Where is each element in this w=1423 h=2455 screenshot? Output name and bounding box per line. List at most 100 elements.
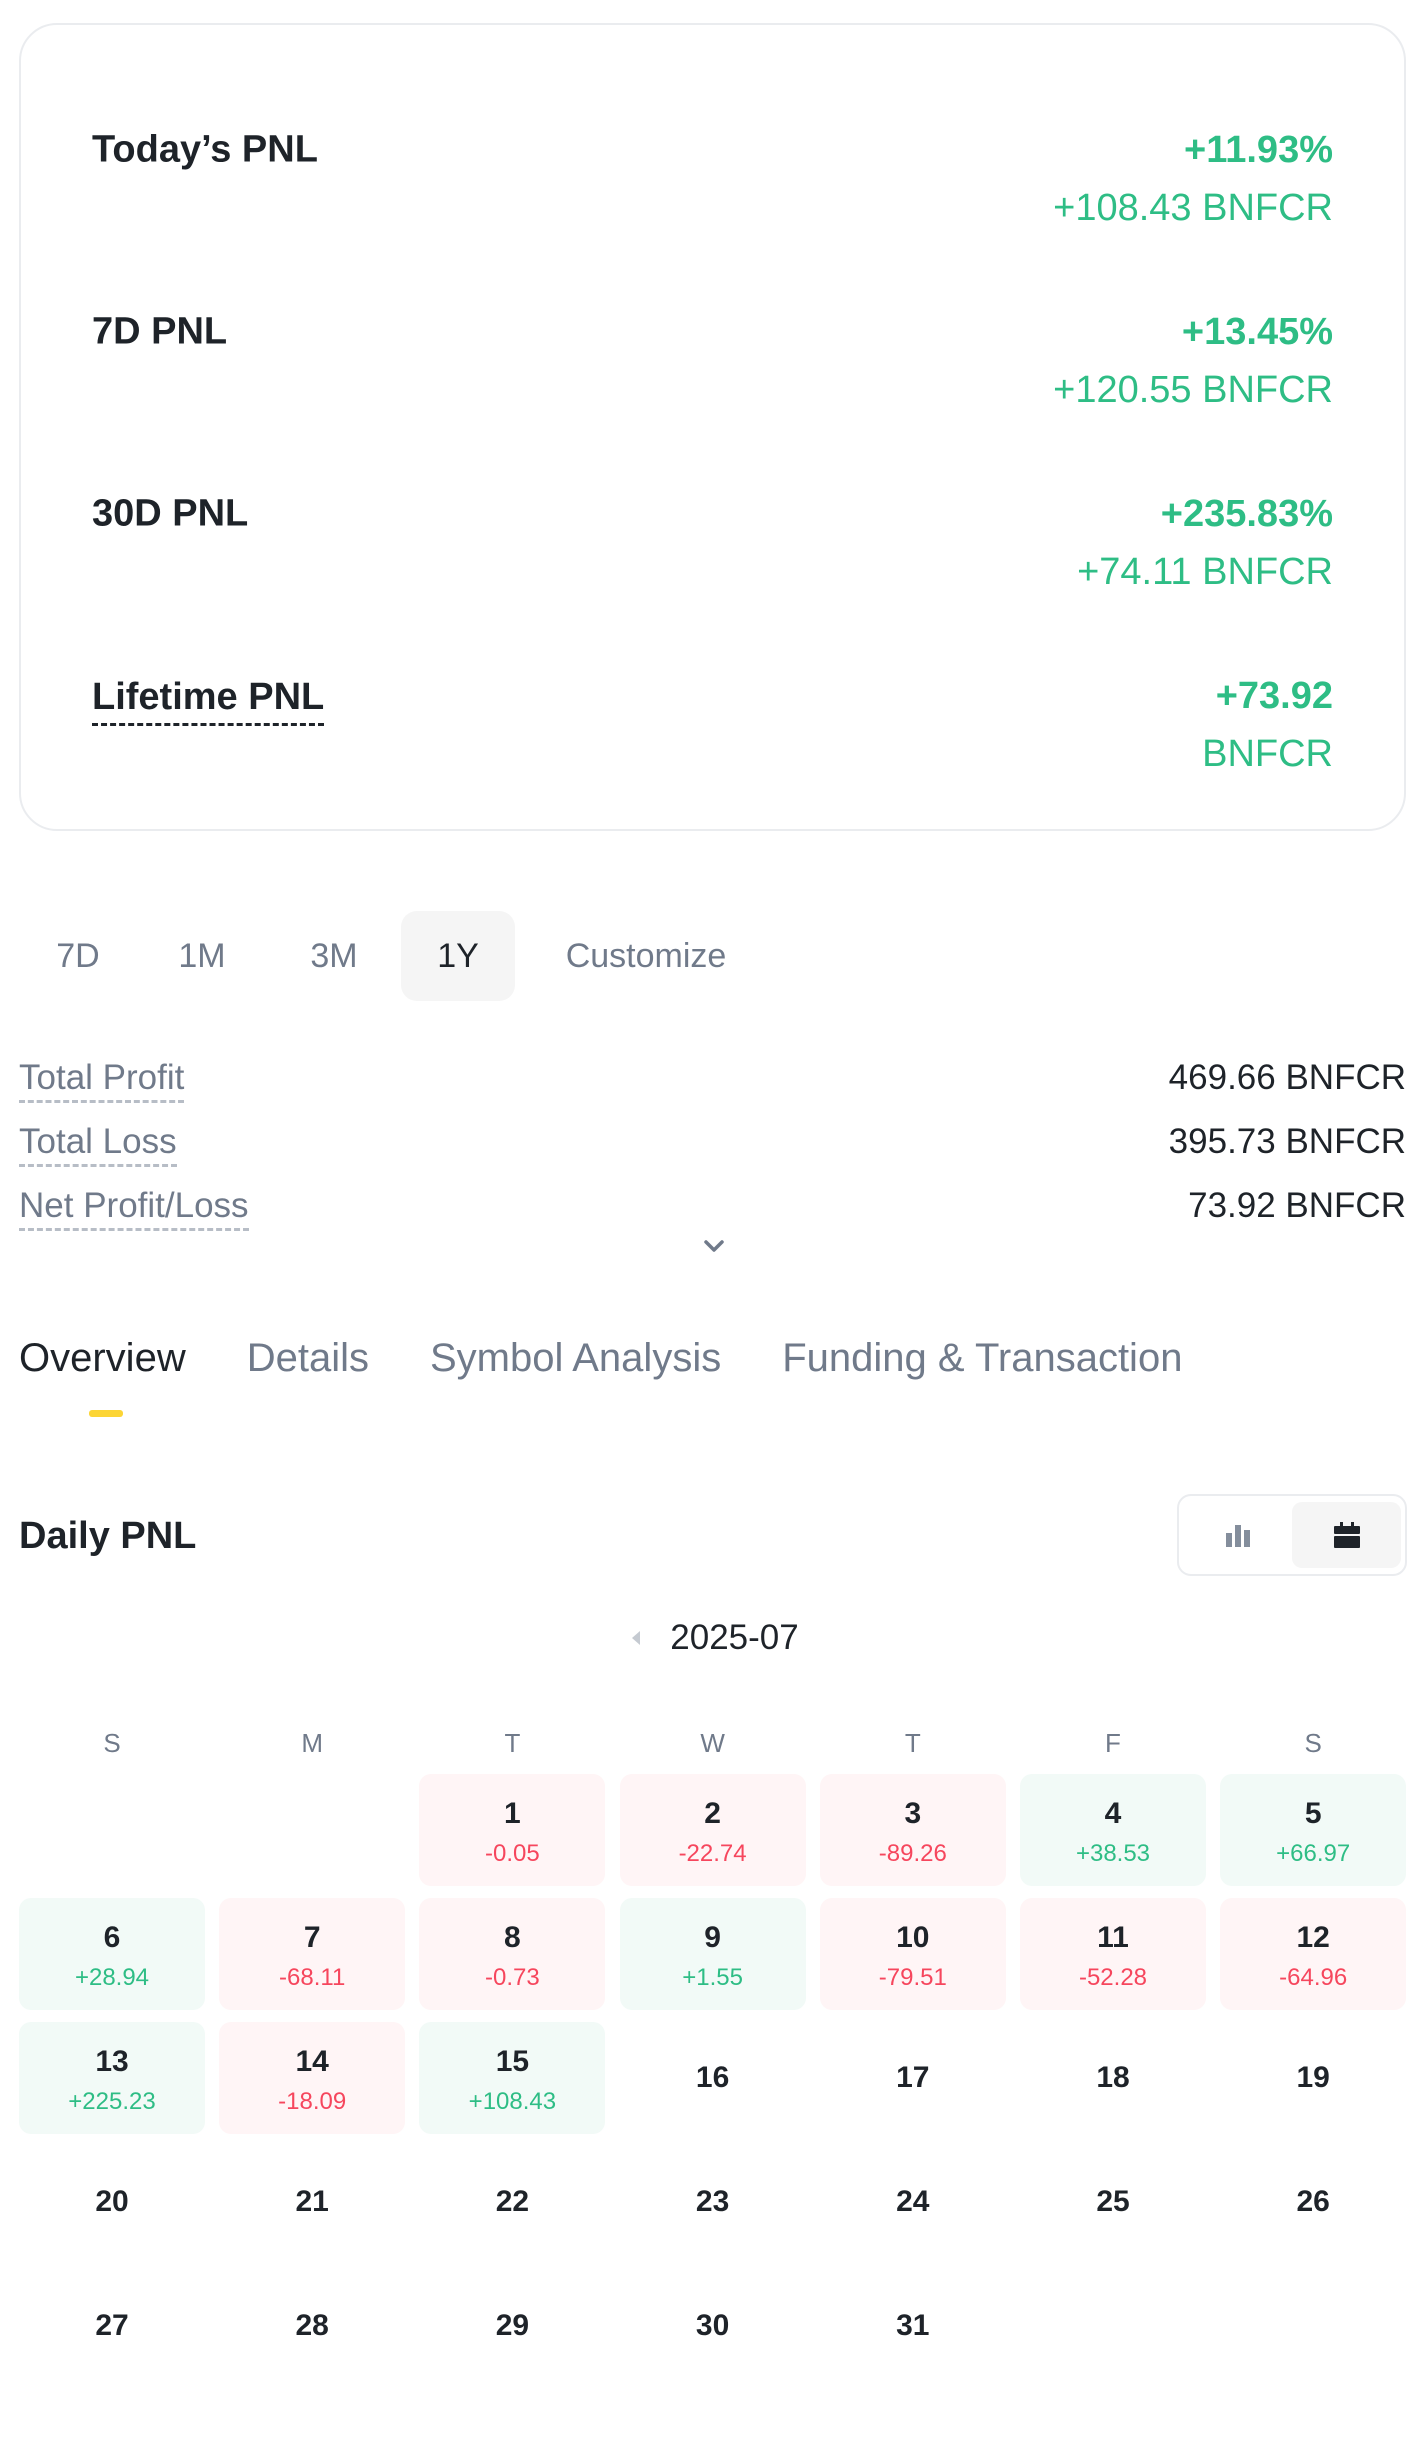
- calendar-day[interactable]: 1 -0.05: [419, 1774, 606, 1886]
- calendar-day-number: 10: [896, 1921, 930, 1954]
- lifetime-pnl-label[interactable]: Lifetime PNL: [92, 676, 325, 726]
- total-profit-row: Total Profit 469.66 BNFCR: [19, 1048, 1406, 1112]
- period-tab-1y[interactable]: 1Y: [401, 911, 515, 1001]
- calendar-day[interactable]: 6 +28.94: [19, 1898, 205, 2010]
- calendar-day-number: 7: [303, 1921, 321, 1954]
- calendar-day[interactable]: 10 -79.51: [819, 1898, 1006, 2010]
- seven-day-pnl-percent: +13.45%: [1181, 311, 1333, 353]
- calendar-day[interactable]: 8 -0.73: [419, 1898, 606, 2010]
- calendar-day[interactable]: 7 -68.11: [219, 1898, 406, 2010]
- calendar-day-number: 29: [495, 2309, 530, 2342]
- todays-pnl-row: Today’s PNL +11.93% +108.43 BNFCR: [92, 72, 1333, 230]
- calendar-day-pnl: +66.97: [1276, 1840, 1351, 1867]
- weekday-label: T: [504, 1728, 521, 1758]
- weekday-label: S: [103, 1728, 121, 1758]
- thirty-day-pnl-row: 30D PNL +235.83% +74.11 BNFCR: [92, 436, 1333, 594]
- tab-funding-transaction[interactable]: Funding & Transaction: [782, 1336, 1183, 1380]
- totals-summary: Total Profit 469.66 BNFCR Total Loss 395…: [19, 1048, 1406, 1240]
- calendar-day-number: 6: [103, 1921, 121, 1954]
- calendar-day[interactable]: 14 -18.09: [219, 2022, 406, 2134]
- calendar-day-number: 16: [695, 2061, 730, 2094]
- todays-pnl-percent: +11.93%: [1184, 129, 1333, 171]
- thirty-day-pnl-percent: +235.83%: [1160, 493, 1333, 535]
- calendar-day-number: 1: [504, 1797, 521, 1830]
- calendar-day-pnl: -0.73: [485, 1964, 540, 1991]
- calendar-day-pnl: +108.43: [468, 2088, 557, 2115]
- calendar-day: 17: [820, 2022, 1006, 2134]
- calendar-day-number: 9: [704, 1921, 721, 1954]
- calendar-day-number: 17: [896, 2061, 930, 2094]
- calendar-icon: [1333, 1522, 1360, 1548]
- calendar-day[interactable]: 15 +108.43: [419, 2022, 606, 2134]
- weekday-label: S: [1304, 1728, 1322, 1758]
- calendar-day[interactable]: 3 -89.26: [819, 1774, 1006, 1886]
- thirty-day-pnl-values: +235.83% +74.11 BNFCR: [1077, 488, 1333, 604]
- calendar-day: 25: [1020, 2146, 1206, 2258]
- weekday-label: W: [700, 1728, 725, 1758]
- month-navigator: 2025-07: [0, 1608, 1423, 1668]
- calendar-day: 29: [419, 2270, 605, 2382]
- net-profit-loss-row: Net Profit/Loss 73.92 BNFCR: [19, 1176, 1406, 1240]
- tab-overview[interactable]: Overview: [19, 1330, 186, 1420]
- total-loss-label[interactable]: Total Loss: [19, 1120, 177, 1167]
- lifetime-pnl-row: Lifetime PNL +73.92 BNFCR: [92, 618, 1333, 775]
- calendar-day[interactable]: 5 +66.97: [1220, 1774, 1407, 1886]
- period-tab-7d[interactable]: 7D: [56, 936, 100, 975]
- calendar-day-number: 18: [1096, 2061, 1130, 2094]
- active-tab-indicator: [89, 1410, 123, 1417]
- seven-day-pnl-label: 7D PNL: [92, 310, 228, 353]
- tab-overview-label: Overview: [19, 1336, 186, 1380]
- calendar-day-number: 28: [295, 2309, 329, 2342]
- period-tab-1m[interactable]: 1M: [178, 936, 226, 975]
- calendar-day[interactable]: 12 -64.96: [1220, 1898, 1407, 2010]
- pnl-summary-card: Today’s PNL +11.93% +108.43 BNFCR 7D PNL…: [19, 23, 1406, 831]
- total-profit-value: 469.66 BNFCR: [1168, 1058, 1406, 1097]
- calendar-day: 19: [1220, 2022, 1406, 2134]
- tab-symbol-analysis[interactable]: Symbol Analysis: [429, 1336, 722, 1380]
- todays-pnl-values: +11.93% +108.43 BNFCR: [1053, 124, 1333, 240]
- net-profit-loss-value: 73.92 BNFCR: [1188, 1186, 1406, 1225]
- lifetime-pnl-values: +73.92 BNFCR: [1202, 670, 1333, 786]
- calendar-day: 26: [1220, 2146, 1406, 2258]
- calendar-day-pnl: -22.74: [678, 1840, 747, 1867]
- calendar-day-pnl: -52.28: [1078, 1964, 1148, 1991]
- lifetime-pnl-unit: BNFCR: [1202, 733, 1333, 775]
- calendar-day[interactable]: 2 -22.74: [619, 1774, 806, 1886]
- chevron-down-icon[interactable]: [698, 1230, 730, 1262]
- calendar-day-pnl: +225.23: [68, 2088, 156, 2115]
- seven-day-pnl-amount: +120.55 BNFCR: [1053, 369, 1333, 411]
- bar-chart-view-button[interactable]: [1183, 1502, 1292, 1568]
- calendar-day[interactable]: 13 +225.23: [19, 2022, 205, 2134]
- calendar-day: 18: [1020, 2022, 1206, 2134]
- period-tab-customize[interactable]: Customize: [565, 936, 727, 975]
- total-profit-label[interactable]: Total Profit: [19, 1056, 185, 1103]
- calendar-day-number: 19: [1296, 2061, 1330, 2094]
- period-tab-3m[interactable]: 3M: [310, 936, 358, 975]
- total-loss-row: Total Loss 395.73 BNFCR: [19, 1112, 1406, 1176]
- bar-chart-icon: [1225, 1525, 1250, 1547]
- calendar-day-pnl: +1.55: [682, 1964, 743, 1991]
- net-profit-loss-label[interactable]: Net Profit/Loss: [19, 1184, 249, 1231]
- daily-pnl-title: Daily PNL: [19, 1515, 197, 1557]
- calendar-day-number: 23: [695, 2185, 730, 2218]
- calendar-day[interactable]: 9 +1.55: [619, 1898, 806, 2010]
- calendar-day: 28: [219, 2270, 405, 2382]
- caret-left-icon[interactable]: [624, 1626, 648, 1650]
- calendar-day: 24: [820, 2146, 1006, 2258]
- calendar-day-pnl: +38.53: [1075, 1840, 1151, 1867]
- calendar-day-number: 3: [904, 1797, 922, 1830]
- calendar-day-number: 14: [295, 2045, 329, 2078]
- tab-details[interactable]: Details: [246, 1336, 369, 1380]
- calendar-day[interactable]: 4 +38.53: [1020, 1774, 1206, 1886]
- calendar-day-pnl: -64.96: [1279, 1964, 1348, 1991]
- calendar-day-number: 11: [1097, 1921, 1129, 1954]
- calendar-day-number: 30: [695, 2309, 730, 2342]
- period-tabs: 7D 1M 3M 1Y Customize: [19, 911, 777, 1001]
- calendar-day-number: 22: [495, 2185, 530, 2218]
- calendar-day-pnl: -89.26: [878, 1840, 947, 1867]
- calendar-day-number: 2: [704, 1797, 721, 1830]
- calendar-view-button[interactable]: [1292, 1502, 1401, 1568]
- calendar-day[interactable]: 11 -52.28: [1020, 1898, 1206, 2010]
- calendar-day: 16: [620, 2022, 806, 2134]
